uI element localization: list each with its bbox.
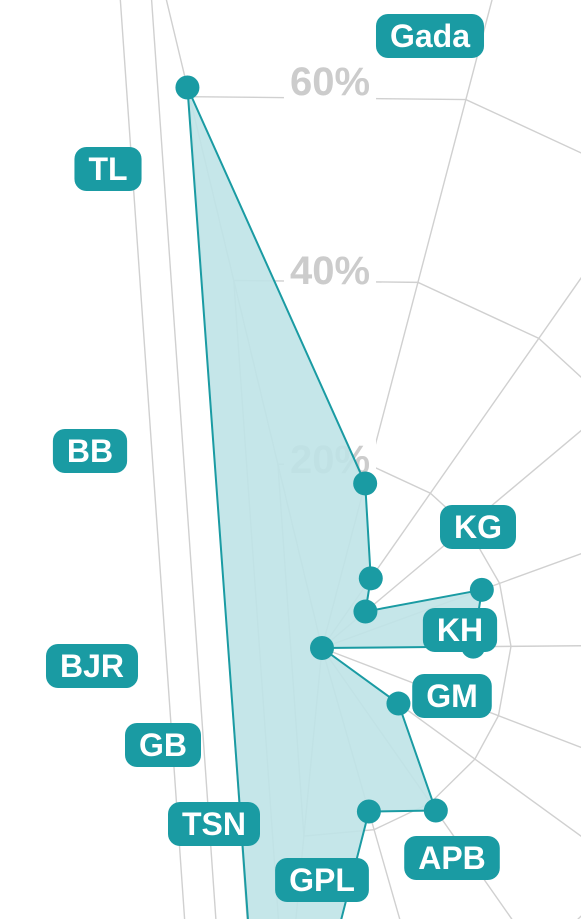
data-point-kh <box>358 566 383 591</box>
axis-label-text: APB <box>418 840 486 876</box>
axis-label-text: GB <box>139 727 187 763</box>
series-area <box>186 86 483 924</box>
axis-label-gb: GB <box>125 723 201 767</box>
axis-label-gm: GM <box>412 674 492 718</box>
data-point-tsn <box>310 636 334 660</box>
axis-label-bg <box>412 674 492 718</box>
axis-label-text: TL <box>88 151 127 187</box>
data-point-bb <box>356 799 381 824</box>
ring-label-60: 60% <box>290 60 370 104</box>
axis-label-bg <box>168 802 260 846</box>
axis-label-text: GM <box>426 678 478 714</box>
axis-label-bg <box>45 644 139 688</box>
axis-label-text: BJR <box>60 648 124 684</box>
data-point-gb <box>386 691 411 716</box>
axis-label-bg <box>404 836 500 880</box>
series-layer <box>186 86 483 924</box>
axis-label-gpl: GPL <box>275 858 369 902</box>
ring-label-bg-40 <box>283 251 377 291</box>
data-point-bjr <box>423 798 448 823</box>
ring-label-bg-60 <box>283 62 377 102</box>
data-point-kg <box>353 471 378 496</box>
grid-spoke-gb <box>321 647 581 838</box>
axis-label-bg <box>375 14 485 58</box>
data-point-apb <box>469 577 494 602</box>
grid-spoke-kh <box>321 276 581 649</box>
data-point-gada <box>175 75 200 100</box>
axis-label-text: GPL <box>289 862 355 898</box>
axis-label-text: TSN <box>182 806 246 842</box>
ring-label-40: 40% <box>290 249 370 293</box>
axis-label-kh: KH <box>422 608 498 652</box>
axis-label-bg <box>74 147 142 191</box>
axis-label-text: BB <box>67 433 113 469</box>
data-point-gm <box>353 599 378 624</box>
axis-label-layer: Gada KG KH GM APB GPL TSN GB BJR BB TL <box>45 14 516 902</box>
axis-label-text: KH <box>437 612 483 648</box>
axis-label-bg <box>125 723 201 767</box>
axis-label-text: Gada <box>390 18 470 54</box>
axis-label-bg <box>52 429 128 473</box>
axis-label-tsn: TSN <box>168 802 260 846</box>
grid-spoke-gpl <box>321 645 581 649</box>
axis-label-kg: KG <box>440 505 516 549</box>
axis-label-bjr: BJR <box>45 644 139 688</box>
axis-label-bb: BB <box>52 429 128 473</box>
axis-label-tl: TL <box>74 147 142 191</box>
grid-ring-40 <box>233 279 581 924</box>
axis-label-text: KG <box>454 509 502 545</box>
axis-label-bg <box>440 505 516 549</box>
point-layer <box>175 75 494 824</box>
axis-label-bg <box>275 858 369 902</box>
axis-label-bg <box>422 608 498 652</box>
axis-label-apb: APB <box>404 836 500 880</box>
axis-label-gada: Gada <box>375 14 485 58</box>
